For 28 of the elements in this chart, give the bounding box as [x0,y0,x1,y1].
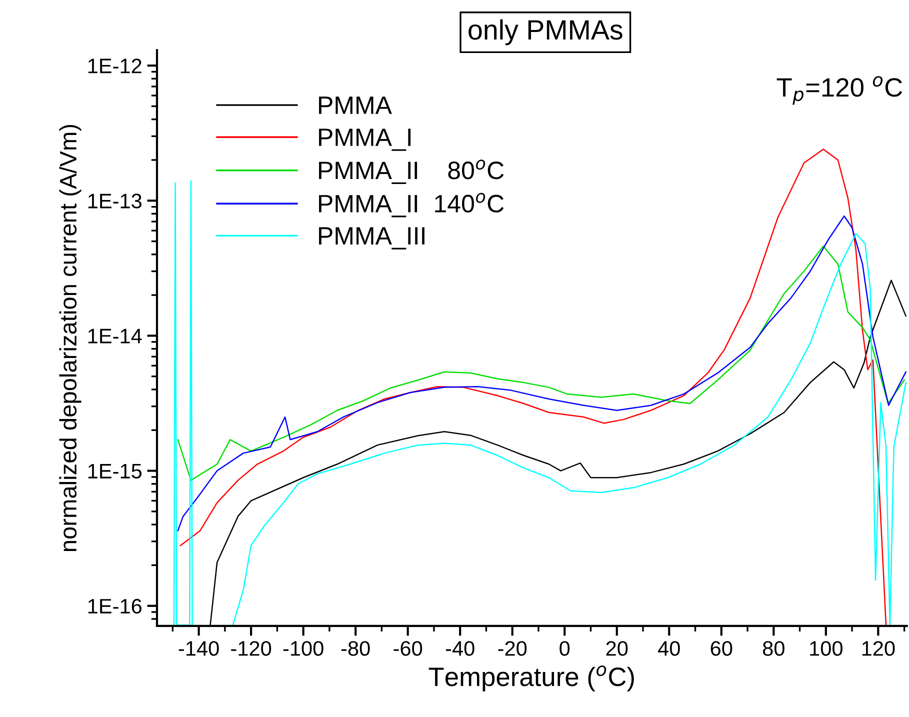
legend-label: PMMA_II 80$^{o}$C [319,160,504,184]
y-tick-label: 1E-14 [88,328,142,344]
x-tick-label: 100 [810,641,842,656]
x-tick-label: 60 [710,641,732,656]
annotation: T$_{p}$=120 $^{o}$C [776,76,902,105]
legend-label: PMMA [319,96,392,114]
x-tick-label: -120 [231,641,272,656]
x-tick-label: 0 [560,641,570,656]
x-tick-label: -60 [394,641,422,656]
x-tick-label: -100 [283,641,324,656]
legend-label: PMMA_I [319,128,411,151]
x-tick-label: 20 [606,641,628,656]
x-axis-title: Temperature ($^{o}$C) [428,666,634,692]
legend-label: PMMA_III [319,227,424,250]
y-tick-label: 1E-15 [88,464,142,479]
x-tick-label: -40 [446,641,474,656]
y-tick-label: 1E-13 [88,194,142,208]
x-tick-label: -20 [498,641,527,656]
chart-title: only PMMAs [468,19,622,46]
y-axis-title: normalized depolarization current (A/Vm) [59,124,82,552]
x-tick-label: 80 [762,641,784,656]
legend-label: PMMA_II 140$^{o}$C [319,192,504,218]
y-tick-label: 1E-12 [88,58,142,74]
x-tick-label: 40 [658,641,680,656]
x-tick-label: 120 [862,641,895,656]
x-tick-label: -80 [341,641,370,656]
x-tick-label: -140 [178,641,219,656]
y-tick-label: 1E-16 [88,598,142,614]
